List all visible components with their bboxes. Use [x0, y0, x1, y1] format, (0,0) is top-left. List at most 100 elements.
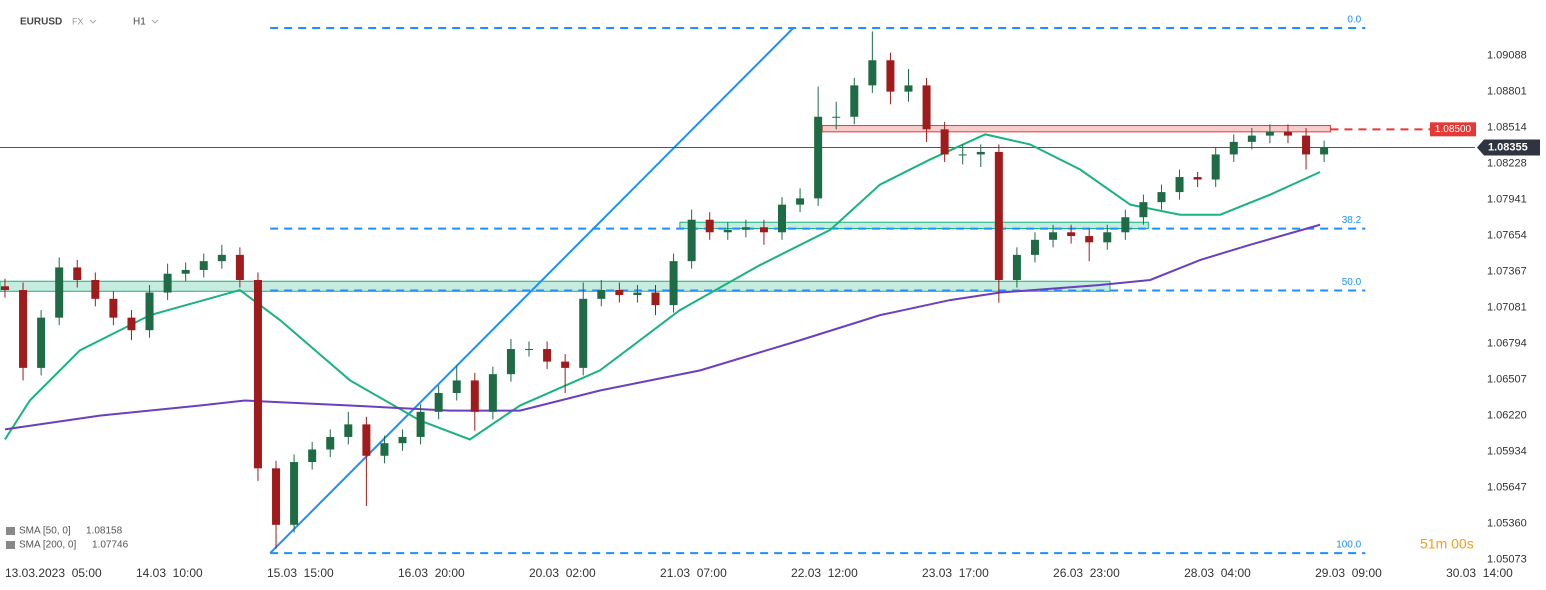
- legend-name: SMA [50, 0]: [19, 526, 71, 537]
- y-tick-label: 1.08801: [1487, 85, 1527, 97]
- dropdown-icon[interactable]: [89, 19, 97, 24]
- candle-body: [308, 449, 317, 463]
- candle-body: [0, 286, 9, 291]
- candle-body: [1193, 177, 1202, 180]
- y-tick-label: 1.05360: [1487, 517, 1527, 529]
- y-tick-label: 1.08514: [1487, 121, 1527, 133]
- candle-body: [796, 198, 805, 205]
- candle-body: [1229, 141, 1238, 155]
- fib-label: 0.0: [1347, 15, 1361, 26]
- x-tick-label: 14.03 10:00: [136, 566, 203, 580]
- market[interactable]: FX: [72, 16, 84, 26]
- candle-body: [73, 267, 82, 280]
- candle-body: [380, 443, 389, 456]
- candle-body: [525, 349, 534, 351]
- candle-body: [1175, 177, 1184, 193]
- candle-body: [958, 154, 967, 156]
- interval[interactable]: H1: [133, 17, 146, 28]
- candle-body: [163, 273, 172, 293]
- resistance-tag: [1430, 122, 1476, 137]
- y-tick-label: 1.07941: [1487, 193, 1527, 205]
- candle-body: [1247, 135, 1256, 142]
- trendline: [269, 27, 795, 554]
- legend-name: SMA [200, 0]: [19, 540, 76, 551]
- y-tick-label: 1.06794: [1487, 337, 1527, 349]
- candle-body: [633, 292, 642, 296]
- candle-body: [543, 349, 552, 362]
- candle-body: [1139, 202, 1148, 218]
- candle-body: [1157, 192, 1166, 203]
- y-tick-label: 1.07367: [1487, 265, 1527, 277]
- candle-body: [1012, 254, 1021, 280]
- candle-body: [922, 85, 931, 130]
- candle-body: [1265, 131, 1274, 136]
- candle-body: [759, 227, 768, 233]
- candle-body: [488, 374, 497, 412]
- candle-body: [19, 290, 28, 368]
- candle-body: [416, 411, 425, 437]
- candle-body: [1067, 232, 1076, 237]
- candle-body: [1049, 232, 1058, 240]
- fib-label: 100.0: [1336, 540, 1361, 551]
- candle-body: [777, 204, 786, 233]
- candle-body: [290, 462, 299, 525]
- fib-label: 50.0: [1342, 277, 1362, 288]
- candle-body: [434, 392, 443, 412]
- candle-body: [669, 261, 678, 306]
- candle-body: [561, 361, 570, 368]
- candle-body: [1103, 232, 1112, 243]
- fib-label: 38.2: [1342, 215, 1362, 226]
- zone: [679, 221, 1149, 230]
- y-tick-label: 1.07081: [1487, 301, 1527, 313]
- legend-icon: [6, 527, 15, 535]
- candle-body: [344, 424, 353, 437]
- candle-body: [127, 317, 136, 331]
- candle-body: [579, 298, 588, 368]
- dropdown-icon[interactable]: [151, 19, 159, 24]
- x-tick-label: 29.03 09:00: [1315, 566, 1382, 580]
- candle-body: [1030, 239, 1039, 255]
- candle-body: [91, 279, 100, 299]
- resistance-label: 1.08500: [1435, 124, 1472, 135]
- x-tick-label: 20.03 02:00: [529, 566, 596, 580]
- candle-body: [705, 219, 714, 233]
- candle-body: [362, 424, 371, 456]
- y-tick-label: 1.08228: [1487, 157, 1527, 169]
- x-tick-label: 13.03.2023 05:00: [5, 566, 102, 580]
- candle-body: [940, 129, 949, 155]
- x-tick-label: 21.03 07:00: [660, 566, 727, 580]
- candle-body: [1211, 154, 1220, 180]
- candle-body: [886, 60, 895, 92]
- candle-body: [1085, 236, 1094, 243]
- candle-body: [1320, 147, 1329, 155]
- candle-body: [145, 292, 154, 331]
- candle-body: [235, 254, 244, 280]
- sma-line: [4, 223, 1321, 431]
- candle-body: [326, 436, 335, 450]
- candle-body: [470, 380, 479, 412]
- candle-body: [976, 151, 985, 155]
- zone: [821, 125, 1331, 133]
- candle-body: [452, 380, 461, 393]
- candle-body: [687, 219, 696, 262]
- y-tick-label: 1.07654: [1487, 229, 1527, 241]
- x-tick-label: 15.03 15:00: [267, 566, 334, 580]
- candle-timer: 51m 00s: [1420, 536, 1474, 552]
- candle-body: [253, 279, 262, 469]
- x-tick-label: 16.03 20:00: [398, 566, 465, 580]
- symbol[interactable]: EURUSD: [20, 17, 62, 28]
- x-tick-label: 26.03 23:00: [1053, 566, 1120, 580]
- legend-icon: [6, 541, 15, 549]
- candle-body: [37, 317, 46, 368]
- candle-body: [994, 151, 1003, 280]
- candle-body: [904, 85, 913, 92]
- sma-line: [4, 133, 1321, 441]
- candle-body: [1302, 135, 1311, 155]
- candle-body: [272, 468, 281, 525]
- last-price-tag: [1477, 139, 1540, 156]
- candle-body: [109, 298, 118, 318]
- candle-body: [814, 116, 823, 199]
- candle-body: [55, 267, 64, 318]
- candle-body: [597, 290, 606, 299]
